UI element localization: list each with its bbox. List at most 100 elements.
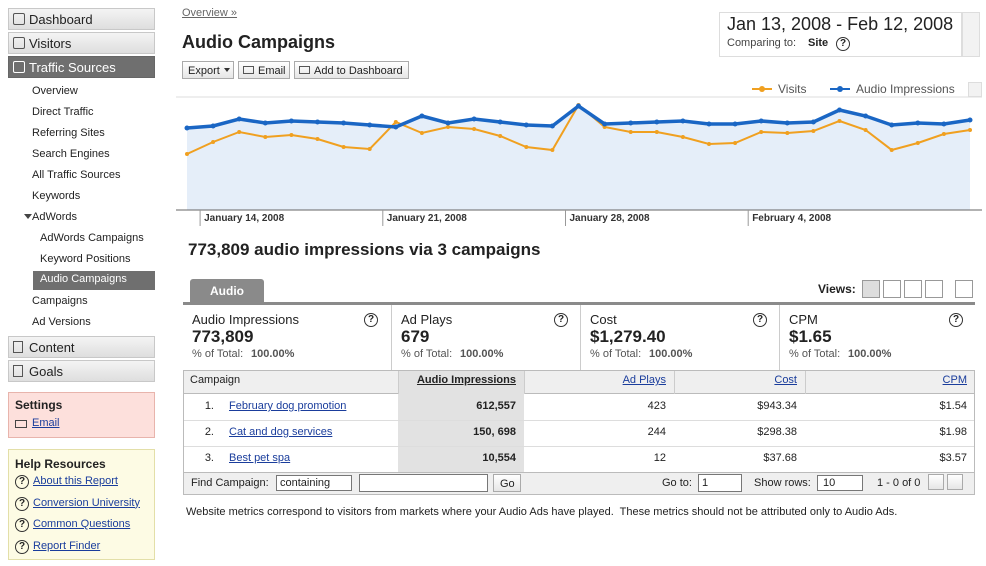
date-box[interactable]: Jan 13, 2008 - Feb 12, 2008 Comparing to:…	[719, 12, 962, 57]
point	[315, 137, 320, 141]
tab-rule	[183, 302, 975, 305]
help-link[interactable]: About this Report	[33, 475, 118, 487]
column-header[interactable]: CPM	[942, 374, 967, 386]
view-button[interactable]	[925, 280, 943, 298]
point	[549, 123, 555, 129]
help-icon[interactable]: ?	[364, 313, 378, 327]
nav-item[interactable]: Traffic Sources	[8, 56, 155, 78]
point	[837, 107, 842, 113]
breadcrumb[interactable]: Overview »	[182, 7, 238, 19]
column-header[interactable]: Ad Plays	[622, 374, 666, 386]
legend-dot	[837, 86, 843, 92]
button-label: Add to Dashboard	[314, 65, 403, 77]
cell: $298.38	[757, 426, 797, 438]
toolbar-button[interactable]: Add to Dashboard	[294, 61, 409, 79]
point	[210, 123, 216, 129]
filter-select[interactable]: containing	[276, 475, 352, 491]
campaign-link[interactable]: February dog promotion	[229, 400, 347, 412]
cell: $943.34	[757, 400, 797, 412]
settings-link[interactable]: Email	[32, 417, 60, 429]
go-button[interactable]: Go	[493, 474, 521, 492]
next-button[interactable]	[947, 474, 963, 490]
cell: 12	[653, 452, 666, 464]
subnav-link[interactable]: Keywords	[32, 190, 81, 202]
page-range: 1 - 0 of 0	[877, 477, 921, 489]
help-link[interactable]: Conversion University	[33, 496, 140, 509]
point	[367, 122, 373, 128]
metric-total: 100.00%	[460, 348, 504, 360]
cell: 244	[647, 426, 666, 438]
subnav-link[interactable]: AdWords	[32, 211, 78, 223]
campaign-link[interactable]: Cat and dog services	[229, 426, 333, 438]
point	[289, 133, 294, 137]
subnav-link[interactable]: AdWords Campaigns	[40, 232, 144, 244]
nav-item[interactable]: Dashboard	[8, 8, 155, 30]
view-button[interactable]	[862, 280, 880, 298]
metric: Audio Impressions 773,809 % of Total: 100.0…	[183, 305, 391, 370]
rows-label: Show rows:	[754, 477, 811, 489]
comparing-label: Comparing to:	[727, 37, 797, 49]
settings-box: Settings Email	[8, 392, 155, 438]
column-header[interactable]: Cost	[774, 374, 797, 386]
point	[498, 134, 503, 138]
subnav-link[interactable]: All Traffic Sources	[32, 169, 121, 181]
point	[811, 129, 816, 133]
date-range: Jan 13, 2008 - Feb 12, 2008	[727, 14, 954, 34]
nav-item[interactable]: Visitors	[8, 32, 155, 54]
subnav-link[interactable]: Search Engines	[32, 148, 110, 160]
campaign-link[interactable]: Best pet spa	[229, 452, 291, 464]
goto-label: Go to:	[662, 477, 692, 489]
subnav-link[interactable]: Campaigns	[32, 295, 88, 307]
prev-button[interactable]	[928, 474, 944, 490]
subnav-link[interactable]: Direct Traffic	[32, 106, 94, 118]
help-icon[interactable]: ?	[554, 313, 568, 327]
metric-label: Audio Impressions	[192, 312, 299, 327]
point	[915, 141, 920, 145]
subnav-link[interactable]: Ad Versions	[32, 316, 91, 328]
subnav-link[interactable]: Referring Sites	[32, 127, 105, 139]
help-title: Help Resources	[15, 457, 106, 471]
column-header[interactable]: Audio Impressions	[416, 374, 516, 386]
legend-dropdown[interactable]	[968, 82, 982, 97]
subnav-link[interactable]: Keyword Positions	[40, 252, 131, 265]
point	[889, 122, 895, 128]
point	[550, 148, 555, 152]
button-icon	[299, 66, 310, 74]
nav-item[interactable]: Content	[8, 336, 155, 358]
column-header: Campaign	[190, 374, 241, 386]
metric-value: $1.65	[789, 327, 832, 346]
point	[393, 124, 399, 130]
rows-select[interactable]: 10	[817, 475, 863, 491]
dropdown-arrow	[224, 68, 230, 72]
goto-input[interactable]: 1	[698, 474, 742, 492]
nav-item[interactable]: Goals	[8, 360, 155, 382]
summary: 773,809 audio impressions via 3 campaign…	[188, 240, 541, 259]
help-icon[interactable]: ?	[949, 313, 963, 327]
toolbar-button[interactable]: Export	[182, 61, 234, 79]
metric-total: 100.00%	[649, 348, 693, 360]
metric-total-label: % of Total:	[590, 348, 642, 360]
point	[863, 128, 868, 132]
nav-icon	[13, 341, 23, 353]
date-dropdown[interactable]	[962, 12, 980, 57]
tab[interactable]: Audio	[190, 279, 264, 303]
help-icon[interactable]: ?	[753, 313, 767, 327]
view-button[interactable]	[904, 280, 922, 298]
point	[941, 121, 947, 127]
view-button[interactable]	[883, 280, 901, 298]
help-link[interactable]: Common Questions	[33, 518, 131, 530]
point	[211, 140, 216, 144]
help-link[interactable]: Report Finder	[33, 539, 101, 552]
settings-title: Settings	[15, 398, 63, 412]
view-button[interactable]	[955, 280, 973, 298]
expand-arrow[interactable]	[24, 214, 32, 219]
subnav-link[interactable]: Audio Campaigns	[40, 273, 127, 285]
point	[654, 130, 659, 134]
nav-icon	[13, 61, 25, 73]
subnav-link[interactable]: Overview	[32, 85, 78, 97]
toolbar-button[interactable]: Email	[238, 61, 290, 79]
point	[185, 152, 189, 156]
point	[968, 128, 972, 132]
find-input[interactable]	[359, 474, 488, 492]
